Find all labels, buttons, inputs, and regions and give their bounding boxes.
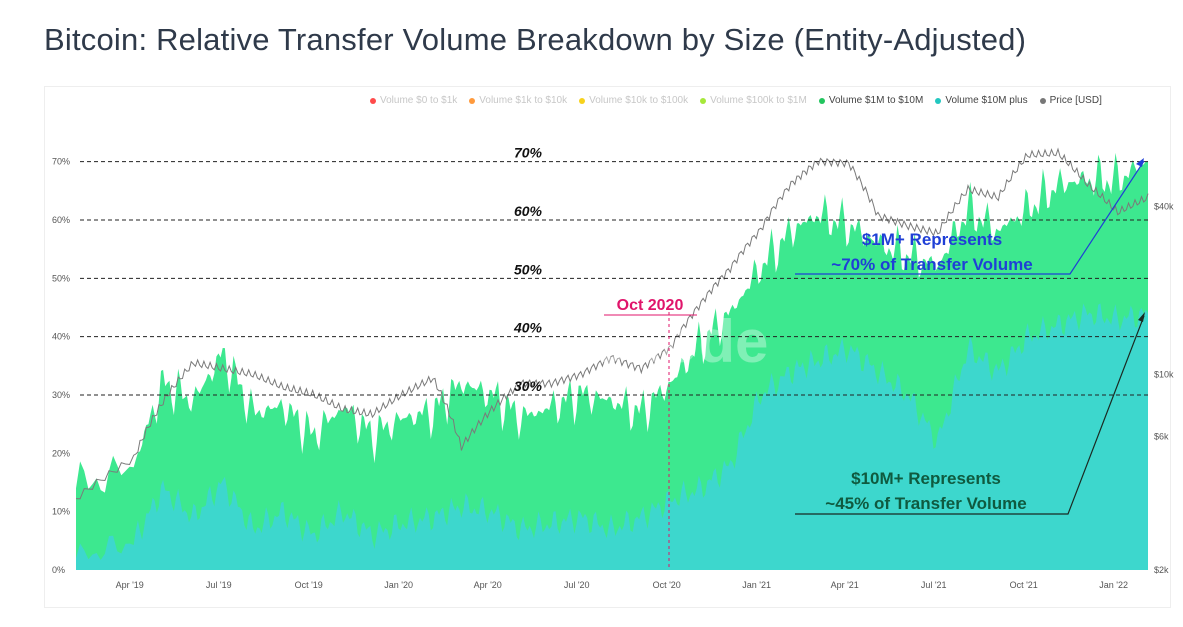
legend-dot-icon: [370, 97, 376, 104]
y-tick-label: 70%: [52, 157, 70, 167]
legend-dot-icon: [579, 97, 586, 104]
legend-dot-icon: [469, 97, 476, 104]
x-tick-label: Jul '19: [206, 580, 232, 590]
reference-label: 30%: [514, 378, 543, 394]
x-tick-label: Oct '21: [1010, 580, 1038, 590]
legend-dot-icon: [1039, 97, 1046, 104]
y-tick-label: 40%: [52, 332, 70, 342]
legend-item[interactable]: Volume $1M to $10M: [818, 95, 924, 106]
reference-label: 50%: [514, 261, 543, 277]
x-tick-label: Jan '22: [1099, 580, 1128, 590]
legend-item[interactable]: Volume $1k to $10k: [469, 95, 567, 106]
x-tick-label: Oct '20: [653, 580, 681, 590]
y-tick-label: 50%: [52, 273, 70, 283]
reference-label: 70%: [514, 145, 543, 161]
legend-label: Volume $10M plus: [945, 95, 1028, 106]
x-tick-label: Jan '21: [742, 580, 771, 590]
callout-1m-arrowhead: [1136, 158, 1144, 167]
legend-label: Volume $10k to $100k: [589, 95, 689, 106]
y-tick-label: 60%: [52, 215, 70, 225]
x-tick-label: Oct '19: [295, 580, 323, 590]
x-tick-label: Apr '19: [116, 580, 144, 590]
callout-1m-line-2: ~70% of Transfer Volume: [831, 255, 1032, 274]
x-tick-label: Apr '21: [831, 580, 859, 590]
y-tick-label: 30%: [52, 390, 70, 400]
callout-10m-arrowhead: [1138, 312, 1145, 322]
watermark: glassnode: [472, 308, 769, 375]
reference-label: 40%: [513, 320, 543, 336]
callout-10m-line-1: $10M+ Represents: [851, 469, 1001, 488]
legend-label: Price [USD]: [1049, 95, 1102, 106]
legend-label: Volume $100k to $1M: [710, 95, 807, 106]
y-tick-label: 20%: [52, 448, 70, 458]
legend-dot-icon: [818, 97, 825, 104]
oct-2020-label: Oct 2020: [617, 297, 684, 314]
y-tick-label: 10%: [52, 507, 70, 517]
reference-label: 60%: [514, 203, 543, 219]
legend-dot-icon: [700, 97, 707, 104]
price-line: [75, 147, 1149, 500]
legend-item[interactable]: Volume $10M plus: [935, 95, 1028, 106]
x-tick-label: Apr '20: [474, 580, 502, 590]
legend-item[interactable]: Volume $0 to $1k: [370, 95, 457, 106]
legend-dot-icon: [935, 97, 942, 104]
x-tick-label: Jan '20: [384, 580, 413, 590]
callout-1m-line-1: $1M+ Represents: [862, 230, 1002, 249]
y-right-tick-label: $40k: [1154, 201, 1174, 211]
x-tick-label: Jul '20: [564, 580, 590, 590]
legend-label: Volume $1M to $10M: [828, 95, 924, 106]
y-right-tick-label: $6k: [1154, 432, 1169, 442]
area-series-10m-plus: [76, 303, 1148, 570]
y-right-tick-label: $2k: [1154, 565, 1169, 575]
legend-item[interactable]: Volume $100k to $1M: [700, 95, 807, 106]
callout-10m-line-2: ~45% of Transfer Volume: [825, 494, 1026, 513]
legend-label: Volume $1k to $10k: [479, 95, 568, 106]
y-right-tick-label: $10k: [1154, 370, 1174, 380]
callout-10m-arrow: [795, 315, 1145, 515]
y-tick-label: 0%: [52, 565, 65, 575]
chart-title: Bitcoin: Relative Transfer Volume Breakd…: [44, 22, 1027, 57]
legend-item[interactable]: Volume $10k to $100k: [579, 95, 688, 106]
legend-label: Volume $0 to $1k: [380, 95, 458, 106]
legend-item[interactable]: Price [USD]: [1039, 95, 1102, 106]
chart-legend[interactable]: Volume $0 to $1k Volume $1k to $10k Volume…: [370, 95, 1102, 106]
callout-1m-arrow: [795, 160, 1145, 275]
x-tick-label: Jul '21: [921, 580, 947, 590]
